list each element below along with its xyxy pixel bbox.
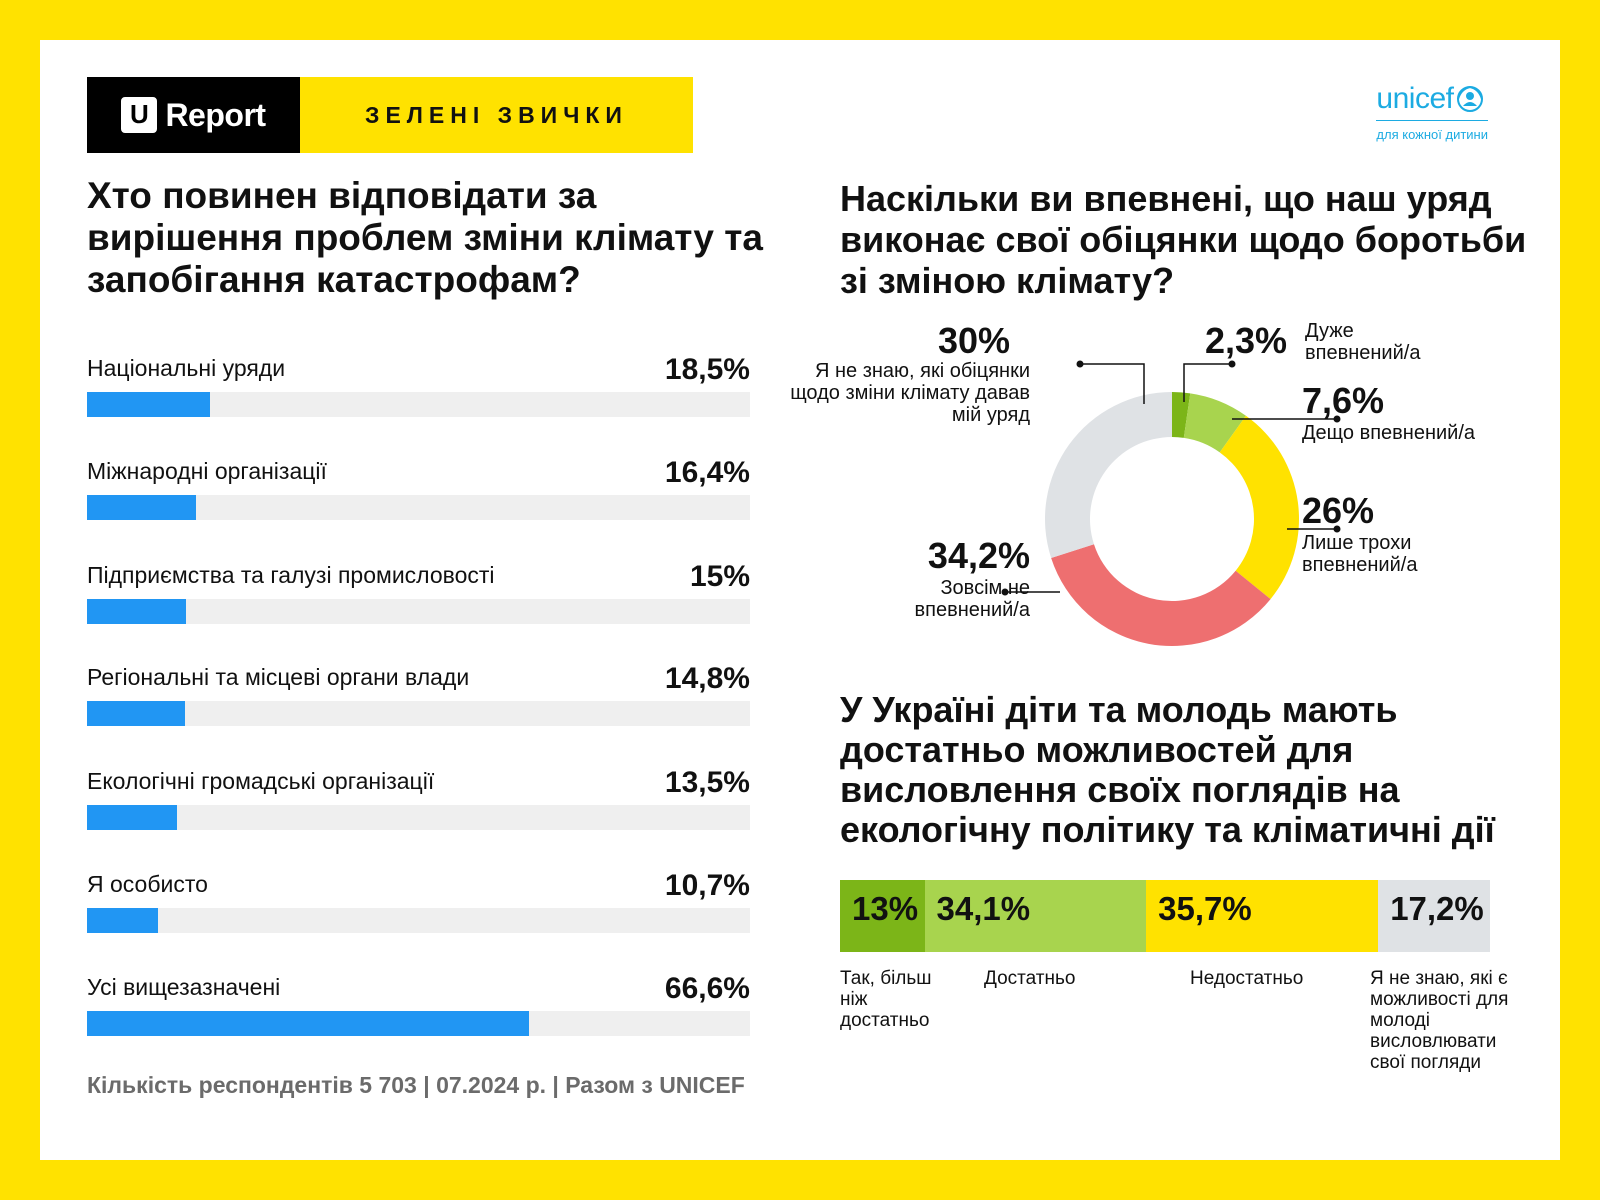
donut-value-label: 34,2% — [927, 535, 1030, 576]
globe-icon — [1457, 86, 1484, 112]
bar-track — [87, 805, 750, 830]
stack-value-label: 13% — [852, 890, 919, 927]
question-2-title: Наскільки ви впевнені, що наш уряд викон… — [840, 178, 1527, 301]
brand-name: Report — [165, 96, 266, 133]
leader-line — [1080, 363, 1145, 404]
stack-segment: 34,1% — [924, 880, 1147, 952]
confidence-donut-chart — [1001, 360, 1341, 646]
question-1-title: Хто повинен відповідати за вирішення про… — [87, 175, 763, 300]
stack-segment: 35,7% — [1146, 880, 1379, 952]
stack-category-label: Я не знаю, які є можливості для молоді в… — [1370, 968, 1509, 1073]
bar-row: Усі вищезазначені 66,6% — [87, 972, 750, 1054]
unicef-logo: unicef для кожної дитини — [1376, 82, 1488, 142]
bar — [87, 599, 187, 624]
bar-category-label: Екологічні громадські організації — [87, 768, 435, 794]
donut-category-label: Лише трохи впевнений/а — [1302, 532, 1418, 576]
bar-track — [87, 1011, 750, 1036]
bar-row: Регіональні та місцеві органи влади 14,8% — [87, 662, 750, 744]
section-title: ЗЕЛЕНІ ЗВИЧКИ — [365, 101, 628, 128]
bar-category-label: Я особисто — [87, 871, 208, 897]
question-3-title: У Україні діти та молодь мають достатньо… — [840, 689, 1495, 850]
bar-row: Підприємства та галузі промисловості 15% — [87, 560, 750, 642]
bar-value-label: 10,7% — [664, 869, 750, 902]
bar-track — [87, 701, 750, 726]
leader-dot — [1333, 415, 1341, 423]
stack-value-label: 34,1% — [936, 890, 1031, 927]
donut-slice — [1219, 415, 1299, 600]
donut-slice — [1045, 392, 1172, 559]
leader-line — [1183, 363, 1232, 402]
stack-value-label: 35,7% — [1158, 890, 1252, 927]
bar-row: Екологічні громадські організації 13,5% — [87, 766, 750, 848]
stack-segment: 17,2% — [1378, 880, 1490, 952]
donut-value-label: 7,6% — [1302, 380, 1385, 421]
donut-category-label: Дещо впевнений/а — [1302, 422, 1476, 444]
bar-value-label: 15% — [689, 560, 750, 593]
youth-stacked-bar: 13% 34,1% 35,7% 17,2% — [840, 880, 1490, 952]
bar-value-label: 66,6% — [664, 972, 750, 1005]
infographic-card: U Report ЗЕЛЕНІ ЗВИЧКИ unicef для кожної… — [40, 40, 1560, 1160]
donut-value-label: 26% — [1302, 490, 1375, 531]
leader-dot — [1333, 525, 1341, 533]
bar-track — [87, 599, 750, 624]
bar — [87, 1011, 529, 1036]
bar — [87, 701, 186, 726]
stack-category-label: Достатньо — [984, 968, 1076, 989]
donut-slice — [1172, 392, 1191, 438]
bar-value-label: 16,4% — [664, 456, 750, 489]
bar — [87, 495, 196, 520]
donut-category-label: Зовсім не впевнений/а — [914, 577, 1030, 621]
bar-row: Міжнародні організації 16,4% — [87, 456, 750, 538]
leader-dot — [1228, 360, 1236, 368]
bar-track — [87, 495, 750, 520]
bar-category-label: Усі вищезазначені — [87, 974, 281, 1000]
bar-category-label: Підприємства та галузі промисловості — [87, 562, 495, 588]
stack-value-label: 17,2% — [1390, 890, 1484, 927]
leader-dot — [1001, 588, 1009, 596]
bar-row: Я особисто 10,7% — [87, 869, 750, 951]
leader-dot — [1076, 360, 1084, 368]
bar-track — [87, 392, 750, 417]
logo-divider — [1376, 120, 1488, 121]
bar-value-label: 14,8% — [664, 662, 750, 695]
ureport-logo: U Report — [87, 77, 300, 153]
donut-value-label: 30% — [937, 320, 1010, 361]
donut-value-label: 2,3% — [1205, 320, 1288, 361]
bar — [87, 908, 158, 933]
u-logo-icon: U — [121, 97, 158, 133]
bar — [87, 805, 177, 830]
donut-slice — [1183, 393, 1246, 453]
section-title-block: ЗЕЛЕНІ ЗВИЧКИ — [300, 77, 693, 153]
bar-value-label: 13,5% — [664, 766, 750, 799]
bar-category-label: Міжнародні організації — [87, 458, 327, 484]
partner-tagline: для кожної дитини — [1376, 127, 1488, 142]
partner-name: unicef — [1376, 82, 1454, 115]
donut-category-label: Я не знаю, які обіцянки щодо зміни кліма… — [790, 360, 1030, 426]
donut-category-label: Дуже впевнений/а — [1305, 320, 1421, 364]
stack-category-label: Так, більш ніж достатньо — [840, 968, 932, 1031]
stack-segment: 13% — [840, 880, 925, 952]
bar — [87, 392, 210, 417]
stack-category-label: Недостатньо — [1190, 968, 1304, 989]
bar-value-label: 18,5% — [664, 353, 750, 386]
bar-track — [87, 908, 750, 933]
bar-category-label: Регіональні та місцеві органи влади — [87, 664, 470, 690]
footer-note: Кількість респондентів 5 703 | 07.2024 р… — [87, 1072, 745, 1098]
bar-category-label: Національні уряди — [87, 355, 286, 381]
donut-slice — [1051, 544, 1271, 646]
bar-row: Національні уряди 18,5% — [87, 353, 750, 435]
